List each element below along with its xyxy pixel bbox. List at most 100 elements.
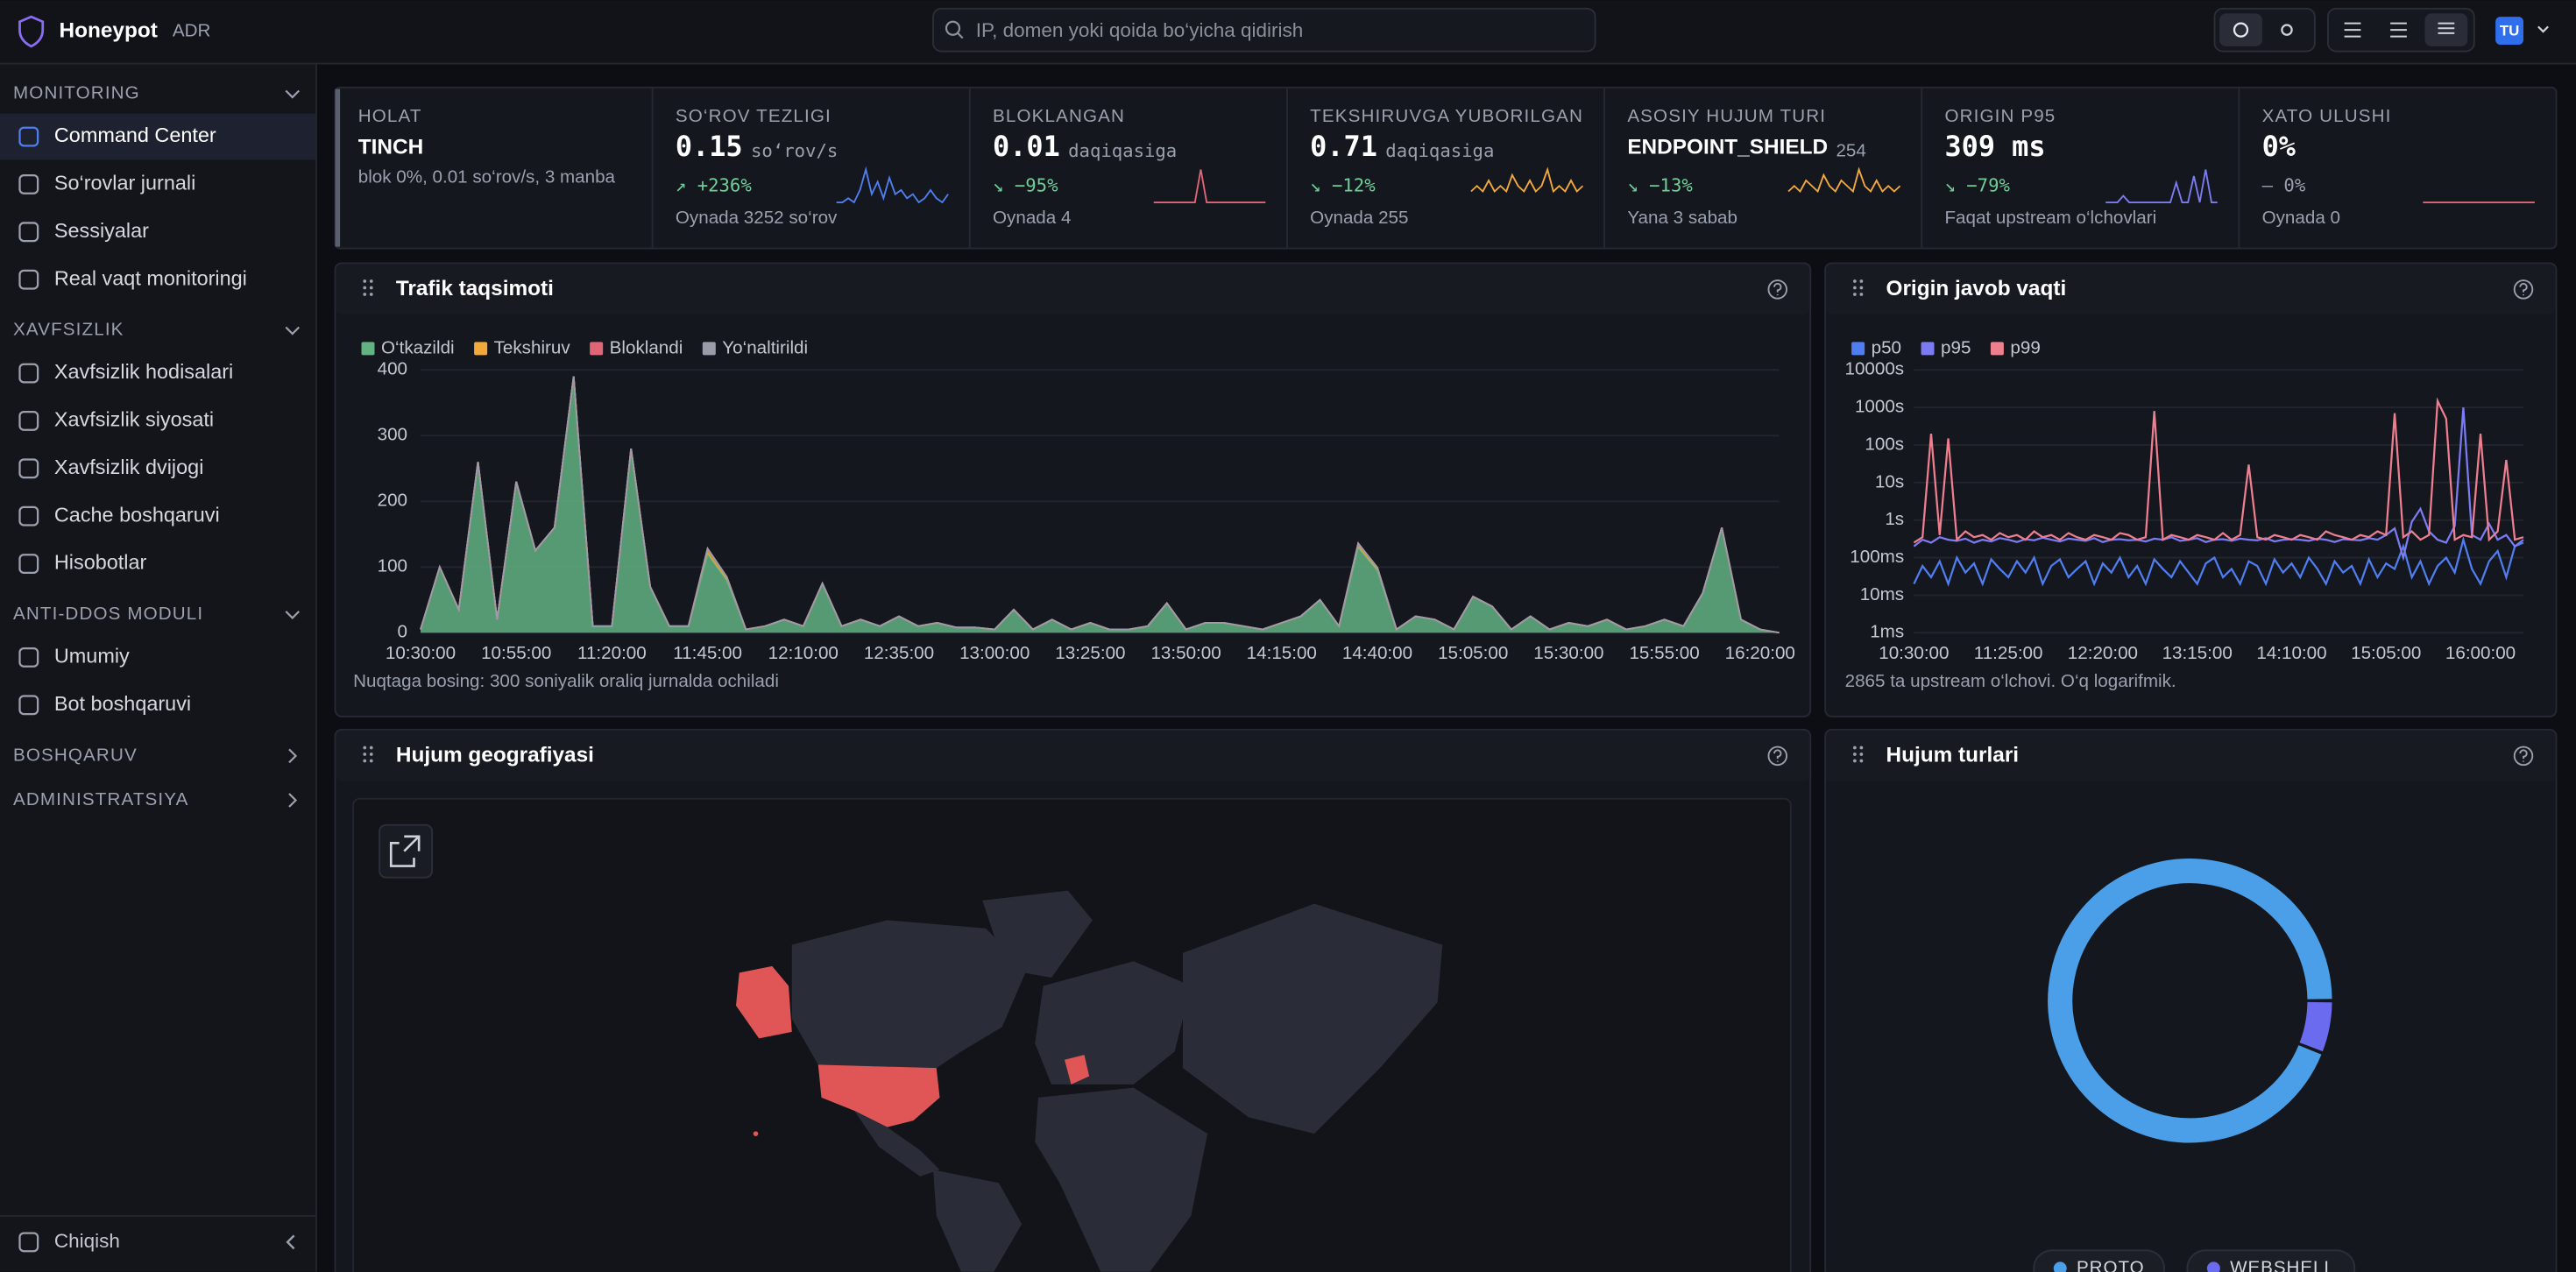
help-icon (1773, 282, 1782, 296)
x-tick-label: 15:55:00 (1629, 643, 1699, 663)
logout[interactable]: Chiqish (54, 1230, 120, 1252)
help-icon[interactable] (1767, 279, 1787, 300)
legend-label[interactable]: p99 (2010, 337, 2040, 357)
legend-swatch[interactable] (361, 342, 375, 356)
drag-handle[interactable] (1859, 286, 1864, 290)
nav-item[interactable]: Umumiy (54, 645, 130, 668)
avatar[interactable] (2495, 17, 2523, 45)
drag-handle[interactable] (363, 753, 367, 756)
search-icon (945, 20, 961, 36)
legend-swatch[interactable] (590, 342, 604, 356)
drag-handle[interactable] (363, 293, 367, 296)
nav-item[interactable]: Sessiyalar (54, 219, 149, 242)
drag-handle[interactable] (1859, 746, 1864, 750)
x-tick-label: 11:20:00 (577, 643, 647, 663)
nav-item[interactable]: Bot boshqaruvi (54, 692, 191, 715)
drag-handle[interactable] (369, 746, 373, 750)
dark-theme-button[interactable] (2219, 13, 2262, 46)
line (1913, 397, 2524, 544)
expand-button[interactable] (379, 823, 434, 879)
legend-label[interactable]: O‘tkazildi (381, 337, 455, 357)
density-active[interactable] (2424, 13, 2468, 46)
kpi-value: 0.15 (676, 130, 743, 163)
line (1913, 535, 2524, 587)
drag-handle[interactable] (1859, 759, 1864, 763)
nav-item[interactable]: So‘rovlar jurnali (54, 172, 195, 194)
donut-segment[interactable] (2299, 1001, 2332, 1052)
drag-handle[interactable] (369, 286, 373, 290)
drag-handle[interactable] (369, 293, 373, 296)
legend-swatch[interactable] (702, 342, 716, 356)
legend-swatch[interactable] (1921, 342, 1935, 356)
nav-item[interactable]: Command Center (54, 124, 216, 146)
icon (18, 269, 39, 290)
help-icon[interactable] (2513, 746, 2534, 767)
help-icon[interactable] (2513, 279, 2534, 300)
drag-handle[interactable] (369, 279, 373, 283)
drag-handle[interactable] (1853, 286, 1857, 290)
help-icon[interactable] (1767, 746, 1787, 767)
nav-section-title[interactable]: ANTI-DDOS MODULI (13, 604, 203, 624)
drag-handle[interactable] (1853, 746, 1857, 750)
legend-label[interactable]: p95 (1941, 337, 1971, 357)
legend-dot (2053, 1261, 2067, 1272)
nav-section-title[interactable]: BOSHQARUV (13, 745, 138, 765)
icon (18, 1232, 39, 1253)
drag-handle[interactable] (363, 746, 367, 750)
nav-item[interactable]: Xavfsizlik dvijogi (54, 456, 204, 478)
drag-handle[interactable] (369, 753, 373, 756)
drag-handle[interactable] (1853, 753, 1857, 756)
search-box[interactable] (932, 7, 1596, 53)
panel-title: Hujum geografiyasi (396, 743, 594, 767)
legend-pill[interactable] (2186, 1249, 2356, 1272)
nav-section-title[interactable]: MONITORING (13, 83, 140, 103)
drag-handle[interactable] (1859, 279, 1864, 283)
area-line (420, 376, 1780, 634)
sun-icon[interactable] (2281, 24, 2293, 36)
legend-swatch[interactable] (474, 342, 488, 356)
nav-item[interactable]: Xavfsizlik siyosati (54, 408, 214, 431)
asia (1183, 903, 1443, 1134)
legend-swatch[interactable] (1851, 342, 1865, 356)
drag-handle[interactable] (1859, 293, 1864, 296)
drag-handle[interactable] (1859, 753, 1864, 756)
icon (18, 505, 39, 526)
drag-handle[interactable] (1853, 759, 1857, 763)
legend-label[interactable]: Bloklandi (610, 337, 683, 357)
x-tick-label: 14:10:00 (2256, 643, 2326, 663)
legend-label[interactable]: Yo‘naltirildi (722, 337, 808, 357)
help-icon (1773, 749, 1782, 762)
drag-handle[interactable] (1853, 279, 1857, 283)
legend-pill[interactable] (2033, 1249, 2166, 1272)
panel (1824, 262, 2558, 717)
drag-handle[interactable] (363, 759, 367, 763)
nav-item[interactable]: Cache boshqaruvi (54, 503, 220, 526)
sidebar (0, 64, 315, 1272)
legend-swatch[interactable] (1990, 342, 2004, 356)
legend-label[interactable]: Tekshiruv (494, 337, 571, 357)
nav-item[interactable]: Xavfsizlik hodisalari (54, 360, 233, 383)
drag-handle[interactable] (369, 759, 373, 763)
kpi-note: Oynada 0 (2262, 208, 2340, 228)
icon (18, 458, 39, 479)
nav-item[interactable]: Real vaqt monitoringi (54, 266, 247, 289)
nav-section-title[interactable]: XAVFSIZLIK (13, 320, 124, 340)
drag-handle[interactable] (363, 286, 367, 290)
donut-segment[interactable] (2048, 859, 2332, 1143)
icon (18, 173, 39, 194)
kpi-value: 0.71 (1310, 130, 1377, 163)
drag-handle[interactable] (1853, 293, 1857, 296)
nav-section-title[interactable]: ADMINISTRATSIYA (13, 789, 188, 809)
drag-handle[interactable] (363, 279, 367, 283)
legend-label[interactable]: p50 (1872, 337, 1901, 357)
kpi-unit: daqiqasiga (1068, 140, 1177, 161)
y-tick-label: 10s (1875, 471, 1904, 491)
kpi-value: 0.01 (993, 130, 1060, 163)
search-placeholder: IP, domen yoki qoida bo‘yicha qidirish (976, 19, 1304, 41)
nav-item[interactable]: Hisobotlar (54, 551, 147, 574)
y-tick-label: 10ms (1860, 584, 1904, 604)
kpi-sparkline (1787, 166, 1901, 194)
kpi-value: TINCH (358, 136, 423, 159)
kpi-note: Yana 3 sabab (1627, 208, 1737, 228)
x-tick-label: 16:00:00 (2445, 643, 2516, 663)
